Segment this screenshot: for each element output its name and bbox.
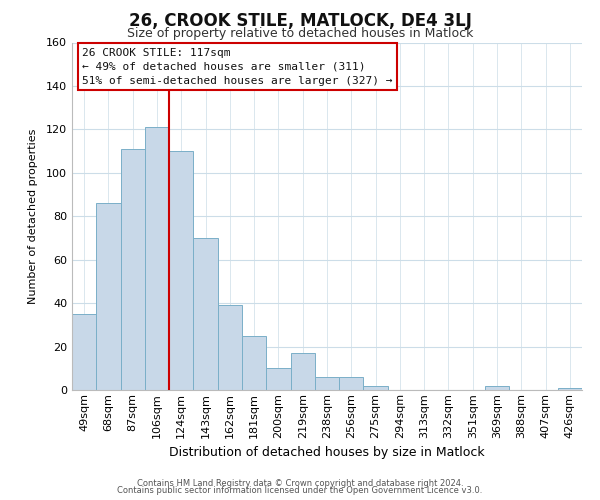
Bar (364, 386, 388, 390)
X-axis label: Distribution of detached houses by size in Matlock: Distribution of detached houses by size … (169, 446, 485, 459)
Bar (485, 386, 509, 390)
Bar (558, 388, 582, 390)
Text: Size of property relative to detached houses in Matlock: Size of property relative to detached ho… (127, 28, 473, 40)
Bar (242, 336, 266, 390)
Bar (218, 306, 242, 390)
Bar (145, 127, 169, 390)
Y-axis label: Number of detached properties: Number of detached properties (28, 128, 38, 304)
Text: Contains public sector information licensed under the Open Government Licence v3: Contains public sector information licen… (118, 486, 482, 495)
Text: 26, CROOK STILE, MATLOCK, DE4 3LJ: 26, CROOK STILE, MATLOCK, DE4 3LJ (128, 12, 472, 30)
Bar (96, 203, 121, 390)
Bar (169, 151, 193, 390)
Bar (290, 353, 315, 390)
Text: Contains HM Land Registry data © Crown copyright and database right 2024.: Contains HM Land Registry data © Crown c… (137, 478, 463, 488)
Bar (339, 377, 364, 390)
Bar (193, 238, 218, 390)
Bar (266, 368, 290, 390)
Text: 26 CROOK STILE: 117sqm
← 49% of detached houses are smaller (311)
51% of semi-de: 26 CROOK STILE: 117sqm ← 49% of detached… (82, 48, 392, 86)
Bar (315, 377, 339, 390)
Bar (72, 314, 96, 390)
Bar (121, 149, 145, 390)
